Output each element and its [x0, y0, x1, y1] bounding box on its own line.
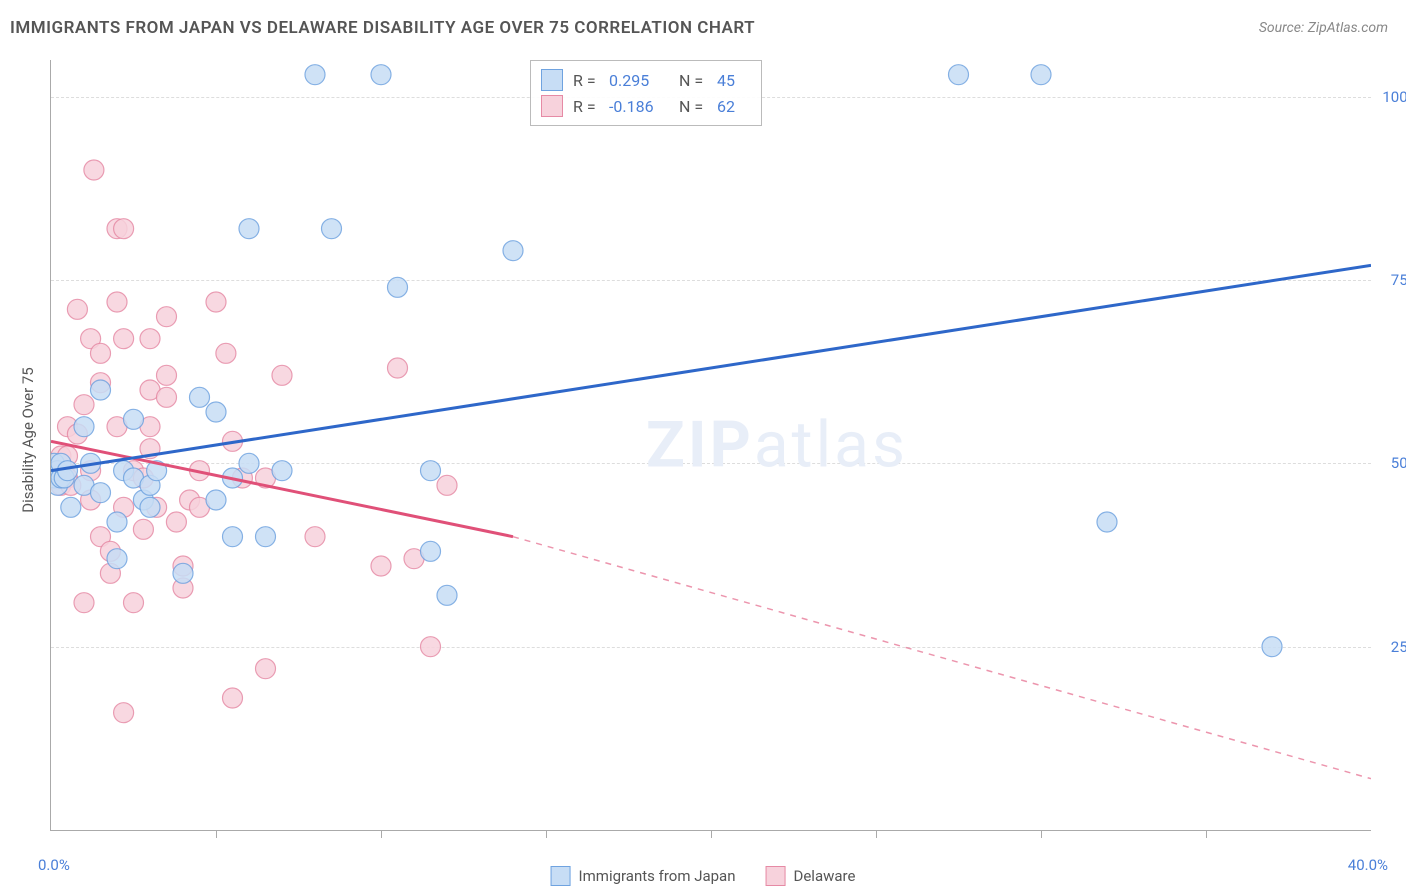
y-tick-label: 100.0% — [1376, 88, 1406, 106]
y-axis-label: Disability Age Over 75 — [19, 367, 37, 512]
legend-item-japan: Immigrants from Japan — [551, 866, 736, 886]
y-tick-label: 25.0% — [1376, 638, 1406, 656]
legend-swatch-delaware — [766, 866, 786, 886]
source-attribution: Source: ZipAtlas.com — [1259, 20, 1388, 36]
legend-swatch-japan — [551, 866, 571, 886]
chart-title: IMMIGRANTS FROM JAPAN VS DELAWARE DISABI… — [10, 18, 755, 38]
correlation-legend: R = 0.295 N = 45 R = -0.186 N = 62 — [530, 60, 762, 126]
legend-swatch-blue — [541, 69, 563, 91]
legend-item-delaware: Delaware — [766, 866, 856, 886]
legend-label-japan: Immigrants from Japan — [579, 867, 736, 885]
x-axis-max-label: 40.0% — [1348, 856, 1388, 874]
legend-label-delaware: Delaware — [794, 867, 856, 885]
series-legend: Immigrants from Japan Delaware — [551, 866, 856, 886]
legend-row-series1: R = 0.295 N = 45 — [541, 67, 747, 93]
y-tick-label: 50.0% — [1376, 454, 1406, 472]
scatter-svg — [51, 60, 1371, 830]
legend-row-series2: R = -0.186 N = 62 — [541, 93, 747, 119]
x-axis-min-label: 0.0% — [38, 856, 70, 874]
chart-plot-area: ZIPatlas 25.0%50.0%75.0%100.0% — [50, 60, 1371, 831]
y-tick-label: 75.0% — [1376, 271, 1406, 289]
legend-swatch-pink — [541, 95, 563, 117]
